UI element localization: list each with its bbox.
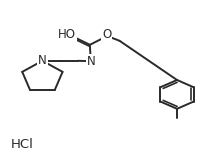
Text: N: N bbox=[38, 54, 47, 67]
Text: HCl: HCl bbox=[11, 137, 33, 151]
Text: HO: HO bbox=[58, 28, 75, 41]
Text: O: O bbox=[102, 28, 112, 41]
Text: N: N bbox=[86, 55, 95, 68]
